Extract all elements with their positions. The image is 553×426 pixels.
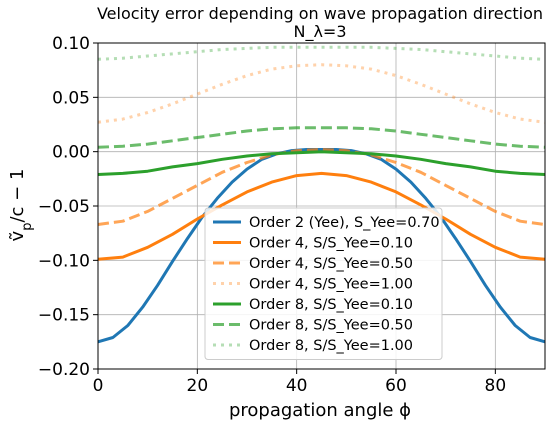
y-tick-label: −0.05 [38,197,90,217]
series-line [97,150,546,176]
y-axis-label: ṽp/c − 1 [7,169,35,242]
legend: Order 2 (Yee), S_Yee=0.70 Order 4, S/S_Ye… [204,207,443,360]
chart-title: Velocity error depending on wave propaga… [97,4,543,23]
legend-label: Order 4, S/S_Yee=1.00 [249,277,413,293]
chart-subtitle: N_λ=3 [293,22,346,42]
y-tick-label: 0.00 [52,143,90,163]
series-layer [97,45,546,344]
y-tick-label: 0.05 [52,88,90,108]
legend-label: Order 4, S/S_Yee=0.10 [249,236,413,252]
x-tick-label: 60 [385,376,407,396]
legend-label: Order 8, S/S_Yee=0.50 [249,318,413,334]
axis-ticks: 0 20 40 60 80 −0.20 −0.15 −0.10 −0.05 0.00 0.05 0.1… [38,34,506,396]
series-line [97,63,546,124]
legend-label: Order 8, S/S_Yee=0.10 [249,297,413,313]
x-axis-label: propagation angle ϕ [229,400,411,421]
x-tick-label: 20 [187,376,209,396]
y-tick-label: −0.20 [38,360,90,380]
x-tick-label: 40 [286,376,308,396]
series-line [97,171,546,261]
series-line [97,126,546,149]
y-tick-label: 0.10 [52,34,90,54]
y-tick-label: −0.15 [38,306,90,326]
series-line [97,45,546,61]
x-tick-label: 0 [93,376,104,396]
x-tick-label: 80 [485,376,507,396]
legend-frame [204,207,443,360]
y-tick-label: −0.10 [38,251,90,271]
series-line [97,148,546,344]
legend-label: Order 2 (Yee), S_Yee=0.70 [249,215,440,231]
legend-label: Order 8, S/S_Yee=1.00 [249,338,413,354]
legend-label: Order 4, S/S_Yee=0.50 [249,256,413,272]
